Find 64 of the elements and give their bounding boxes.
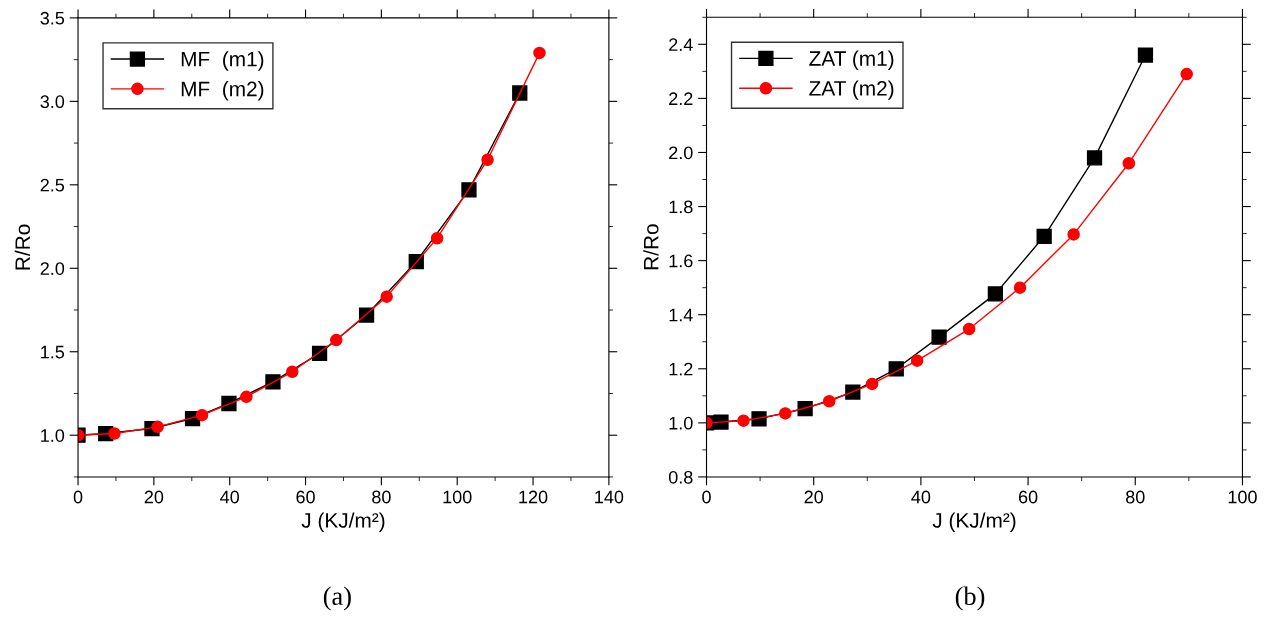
y-tick-label: 0.8 <box>668 470 693 484</box>
point <box>240 390 253 404</box>
point <box>286 365 299 379</box>
y-tick-label: 1.0 <box>669 416 693 430</box>
x-tick-label: 60 <box>296 490 315 504</box>
point <box>481 153 494 167</box>
point <box>779 407 792 420</box>
x-tick-label: 0 <box>73 490 83 504</box>
y-tick-label: 1.2 <box>669 362 693 376</box>
point <box>330 333 343 347</box>
y-tick-label: 3.5 <box>40 11 65 25</box>
y-tick-label: 2.4 <box>669 38 693 51</box>
x-tick-label: 100 <box>1228 490 1257 504</box>
x-tick-label: 140 <box>595 490 624 504</box>
point <box>931 329 947 345</box>
x-tick-label: 80 <box>1126 490 1145 504</box>
text: (a) <box>323 586 351 611</box>
point <box>533 46 546 60</box>
point <box>1122 157 1136 170</box>
y-tick-label: 1.6 <box>669 254 693 268</box>
text: (b) <box>955 586 985 611</box>
x-tick-label: 120 <box>519 490 548 504</box>
x-tick-label: 80 <box>372 490 391 504</box>
y-axis-title: R/Ro <box>643 224 659 270</box>
point <box>1180 67 1193 81</box>
y-tick-label: 2.0 <box>669 146 693 160</box>
point <box>962 322 976 336</box>
x-axis-title: J (KJ/m²) <box>301 512 385 532</box>
y-tick-label: 1.4 <box>669 308 693 322</box>
x-axis-title: J (KJ/m²) <box>932 512 1016 532</box>
point <box>1086 150 1103 166</box>
x-tick-label: 0 <box>702 490 711 504</box>
x-tick-label: 60 <box>1018 490 1038 504</box>
y-tick-label: 1.8 <box>669 200 693 214</box>
x-tick-label: 20 <box>804 490 824 504</box>
point <box>380 290 393 303</box>
point <box>195 408 209 422</box>
legend-label: ZAT (m2) <box>809 80 894 100</box>
point <box>1067 228 1080 241</box>
y-tick-label: 2.5 <box>40 178 65 192</box>
y-tick-label: 2.2 <box>669 92 693 105</box>
legend-label: MF (m2) <box>181 81 264 101</box>
point <box>151 420 164 434</box>
point <box>822 394 836 408</box>
point <box>108 427 121 440</box>
x-tick-label: 100 <box>443 490 472 504</box>
x-tick-label: 40 <box>220 490 240 504</box>
y-tick-label: 2.0 <box>40 262 65 275</box>
point <box>987 286 1004 302</box>
y-tick-label: 3.0 <box>40 95 65 109</box>
point <box>1013 281 1027 294</box>
point <box>1036 228 1052 244</box>
y-tick-label: 1.0 <box>41 429 65 442</box>
point <box>910 354 924 367</box>
point <box>430 231 444 245</box>
y-axis-title: R/Ro <box>14 224 31 270</box>
x-tick-label: 40 <box>911 490 931 504</box>
legend-label: MF (m1) <box>181 51 264 71</box>
point <box>865 377 879 391</box>
x-tick-label: 20 <box>144 490 164 504</box>
legend-label: ZAT (m1) <box>809 50 894 71</box>
y-tick-label: 1.5 <box>41 345 65 359</box>
point <box>1137 47 1154 63</box>
point <box>737 414 750 427</box>
